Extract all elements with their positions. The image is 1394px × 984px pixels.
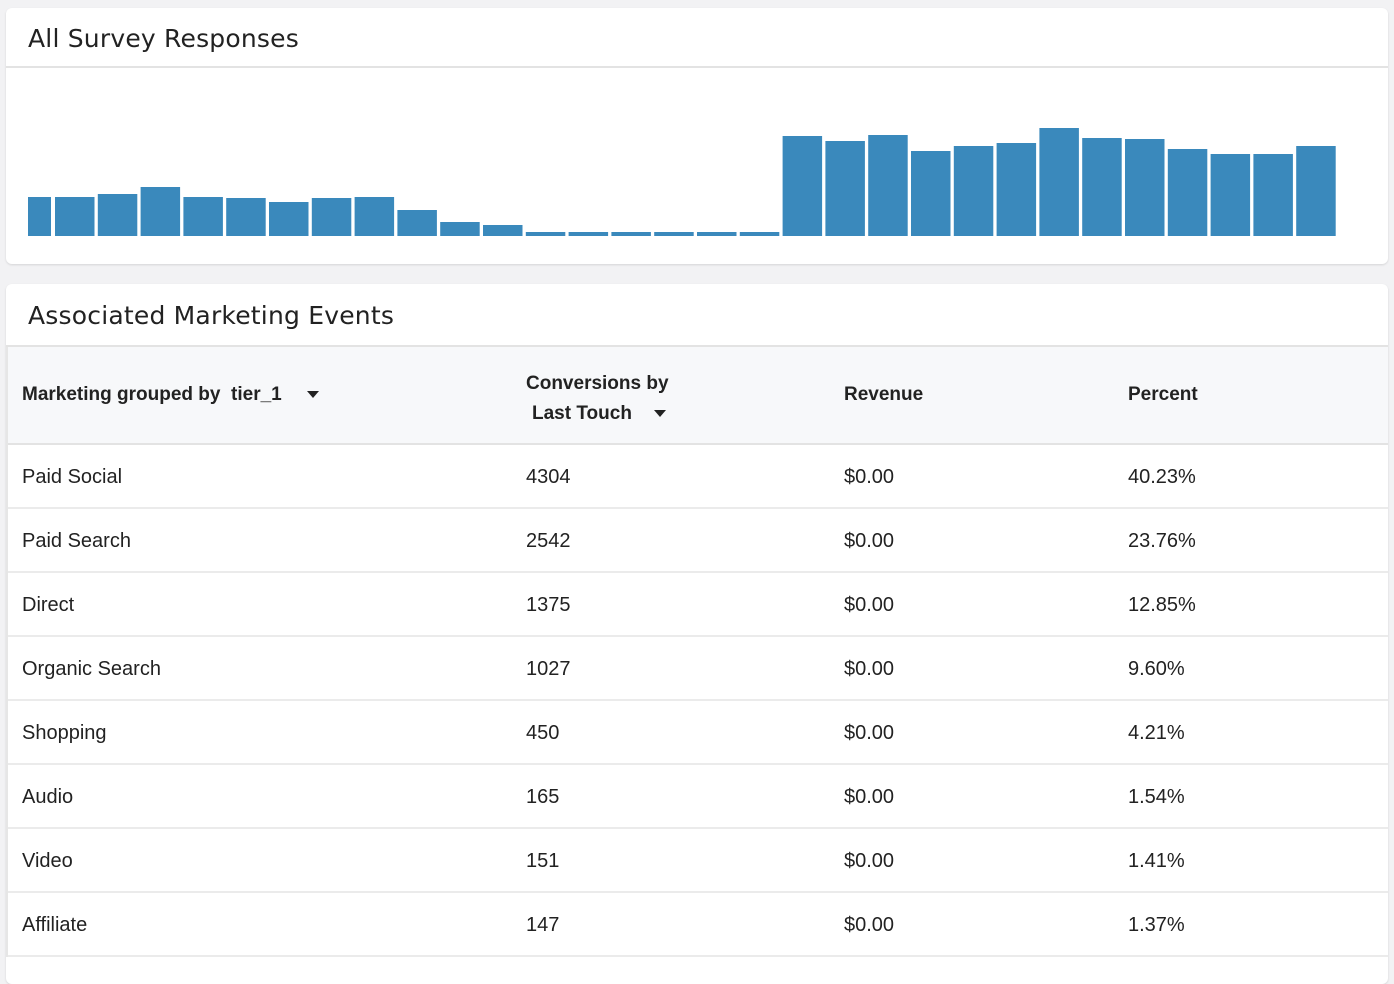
conversions-cell: 450 [526,722,560,744]
chart-bar[interactable] [911,151,951,236]
table-header: Marketing grouped by tier_1 Conversions … [8,347,1388,445]
chart-bar[interactable] [568,232,609,236]
chart-bar[interactable] [953,146,994,236]
chart-bar[interactable] [1125,139,1165,236]
chart-bar[interactable] [140,187,181,236]
chart-bar[interactable] [55,197,95,236]
channel-cell: Shopping [22,722,107,744]
percent-cell: 23.76% [1128,530,1196,552]
chart-bar[interactable] [1039,128,1079,236]
chart-bar[interactable] [226,198,266,236]
table-row[interactable]: Shopping 450 $0.00 4.21% [8,701,1388,765]
chart-bar[interactable] [183,197,223,236]
chart-bar[interactable] [311,198,352,236]
chart-bar[interactable] [825,141,865,236]
revenue-cell: $0.00 [844,658,895,680]
conversions-cell: 1027 [526,658,571,680]
conversions-cell: 151 [526,850,560,872]
revenue-column-header: Revenue [844,384,924,405]
chart-bar[interactable] [868,135,908,236]
table-row[interactable]: Video 151 $0.00 1.41% [8,829,1388,893]
percent-cell: 1.37% [1128,914,1185,936]
conversions-header-line2: Last Touch [532,403,632,424]
chart-bar[interactable] [739,232,780,236]
revenue-cell: $0.00 [844,594,895,616]
percent-cell: 1.41% [1128,850,1185,872]
chart-bar[interactable] [440,222,480,236]
group-by-value: tier_1 [231,384,282,405]
table-row[interactable]: Direct 1375 $0.00 12.85% [8,573,1388,637]
chart-bar[interactable] [654,232,694,236]
chevron-down-icon [307,391,320,399]
channel-cell: Paid Social [22,466,123,488]
chart-bar[interactable] [1167,149,1208,236]
table-row[interactable]: Organic Search 1027 $0.00 9.60% [8,637,1388,701]
marketing-events-title: Associated Marketing Events [6,284,1388,347]
revenue-cell: $0.00 [844,786,895,808]
chart-bar[interactable] [525,232,566,236]
marketing-events-card: Associated Marketing Events Marketing gr… [6,284,1388,984]
revenue-cell: $0.00 [844,850,895,872]
chart-bar[interactable] [269,202,309,236]
table-row[interactable]: Affiliate 147 $0.00 1.37% [8,893,1388,957]
chart-bar[interactable] [1253,154,1293,236]
chart-bar[interactable] [1296,146,1336,236]
chart-bar[interactable] [354,197,395,236]
conversions-column-header[interactable]: Conversions by Last Touch [526,369,669,429]
revenue-cell: $0.00 [844,530,895,552]
group-by-dropdown[interactable]: Marketing grouped by tier_1 [22,384,320,406]
percent-cell: 40.23% [1128,466,1196,488]
revenue-cell: $0.00 [844,466,895,488]
conversions-cell: 1375 [526,594,571,616]
channel-cell: Video [22,850,73,872]
chart-bar[interactable] [397,210,437,236]
percent-column-header: Percent [1128,384,1198,405]
survey-responses-chart [28,128,1336,236]
conversions-header-line1: Conversions by [526,373,669,394]
channel-cell: Affiliate [22,914,88,936]
chart-bar[interactable] [97,194,138,236]
table-row[interactable]: Paid Search 2542 $0.00 23.76% [8,509,1388,573]
sort-down-icon [653,410,666,418]
table-row[interactable]: Paid Social 4304 $0.00 40.23% [8,445,1388,509]
chart-bar[interactable] [1082,138,1122,236]
percent-cell: 1.54% [1128,786,1185,808]
marketing-events-table: Marketing grouped by tier_1 Conversions … [6,347,1388,957]
percent-cell: 9.60% [1128,658,1185,680]
chart-bar[interactable] [782,136,823,236]
table-body: Paid Social 4304 $0.00 40.23% Paid Search 254… [8,445,1388,957]
channel-cell: Audio [22,786,74,808]
conversions-cell: 2542 [526,530,571,552]
conversions-cell: 147 [526,914,560,936]
percent-cell: 12.85% [1128,594,1196,616]
revenue-cell: $0.00 [844,722,895,744]
conversions-cell: 4304 [526,466,571,488]
chart-bar[interactable] [483,225,523,236]
survey-responses-card: All Survey Responses [6,8,1388,264]
chart-bar[interactable] [697,232,737,236]
conversions-cell: 165 [526,786,560,808]
chart-bar[interactable] [611,232,651,236]
channel-cell: Paid Search [22,530,131,552]
chart-bar[interactable] [996,143,1037,236]
survey-responses-title: All Survey Responses [6,8,1388,68]
revenue-cell: $0.00 [844,914,895,936]
table-row[interactable]: Audio 165 $0.00 1.54% [8,765,1388,829]
channel-cell: Direct [22,594,75,616]
chart-bar[interactable] [1210,154,1251,236]
chart-bar[interactable] [28,197,51,236]
group-by-label: Marketing grouped by [22,384,221,405]
channel-cell: Organic Search [22,658,161,680]
percent-cell: 4.21% [1128,722,1185,744]
